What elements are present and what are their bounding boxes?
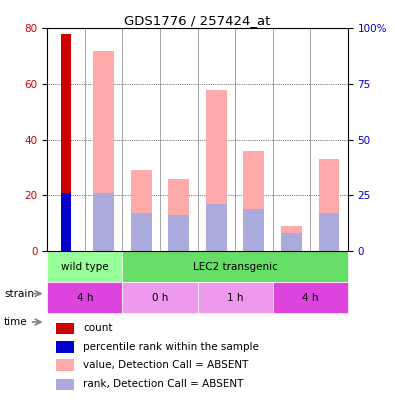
Bar — [206, 204, 227, 251]
Text: wild type: wild type — [61, 262, 109, 271]
Bar — [206, 90, 227, 251]
Bar — [56, 323, 74, 334]
Bar — [93, 193, 114, 251]
Text: percentile rank within the sample: percentile rank within the sample — [83, 342, 259, 352]
FancyBboxPatch shape — [198, 282, 273, 313]
Bar — [168, 179, 189, 251]
Bar — [56, 379, 74, 390]
Bar — [281, 226, 302, 251]
FancyBboxPatch shape — [47, 282, 122, 313]
Bar — [243, 209, 264, 251]
Text: LEC2 transgenic: LEC2 transgenic — [193, 262, 277, 271]
Bar — [61, 34, 71, 251]
Bar — [281, 233, 302, 251]
Bar — [318, 213, 339, 251]
Bar — [61, 193, 71, 251]
Text: rank, Detection Call = ABSENT: rank, Detection Call = ABSENT — [83, 379, 244, 389]
Bar — [131, 170, 152, 251]
Text: 0 h: 0 h — [152, 293, 168, 303]
Text: value, Detection Call = ABSENT: value, Detection Call = ABSENT — [83, 360, 249, 370]
Bar — [131, 213, 152, 251]
Text: 4 h: 4 h — [77, 293, 93, 303]
Text: time: time — [4, 317, 28, 327]
Text: strain: strain — [4, 289, 34, 298]
Bar — [243, 151, 264, 251]
FancyBboxPatch shape — [122, 282, 198, 313]
Bar — [56, 359, 74, 371]
Title: GDS1776 / 257424_at: GDS1776 / 257424_at — [124, 14, 271, 27]
Bar — [168, 215, 189, 251]
Text: 4 h: 4 h — [302, 293, 318, 303]
FancyBboxPatch shape — [122, 251, 348, 282]
Text: count: count — [83, 324, 113, 333]
Bar — [93, 51, 114, 251]
FancyBboxPatch shape — [273, 282, 348, 313]
Text: 1 h: 1 h — [227, 293, 243, 303]
FancyBboxPatch shape — [47, 251, 122, 282]
Bar — [318, 159, 339, 251]
Bar — [56, 341, 74, 353]
